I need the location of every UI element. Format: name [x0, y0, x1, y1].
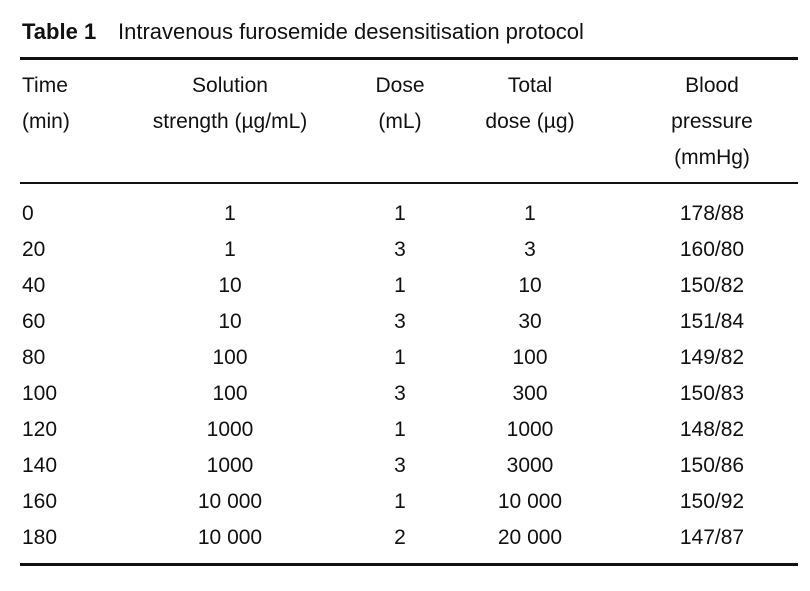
header-cell: Dose: [375, 74, 425, 97]
header-cell: Time: [22, 74, 68, 97]
table-cell: 2: [394, 526, 406, 549]
table-cell: 3: [524, 238, 536, 261]
table-cell: 160: [22, 490, 58, 513]
table-label: Table 1: [22, 19, 97, 44]
table-cell: 20: [22, 238, 46, 261]
header-cell: Blood: [685, 74, 739, 97]
table-cell: 60: [22, 310, 46, 333]
header-cell: pressure: [671, 110, 753, 133]
top-rule: [20, 57, 798, 60]
header-cell: dose (µg): [485, 110, 575, 133]
table-cell: 150/86: [679, 454, 745, 477]
table-cell: 20 000: [497, 526, 563, 549]
table-cell: 1: [394, 490, 406, 513]
table-cell: 10 000: [497, 490, 563, 513]
table-cell: 10: [518, 274, 542, 297]
table-cell: 1: [394, 346, 406, 369]
header-cell: (min): [22, 110, 70, 133]
table-cell: 148/82: [679, 418, 745, 441]
table-cell: 10: [218, 310, 242, 333]
table-cell: 100: [22, 382, 58, 405]
table-cell: 150/83: [679, 382, 745, 405]
table-cell: 147/87: [679, 526, 745, 549]
table-cell: 10: [218, 274, 242, 297]
table-cell: 3000: [506, 454, 554, 477]
table-cell: 40: [22, 274, 46, 297]
table-cell: 3: [394, 382, 406, 405]
table-cell: 150/92: [679, 490, 745, 513]
table-cell: 1: [224, 238, 236, 261]
table-cell: 0: [22, 202, 34, 225]
header-rule: [20, 182, 798, 184]
table-cell: 3: [394, 310, 406, 333]
table-cell: 1000: [206, 454, 254, 477]
table-cell: 140: [22, 454, 58, 477]
table-cell: 178/88: [679, 202, 745, 225]
table-cell: 80: [22, 346, 46, 369]
bottom-rule: [20, 563, 798, 566]
table-cell: 151/84: [679, 310, 745, 333]
table-cell: 1: [394, 202, 406, 225]
header-cell: (mmHg): [674, 146, 750, 169]
table-cell: 150/82: [679, 274, 745, 297]
table-cell: 180: [22, 526, 58, 549]
table-cell: 1000: [206, 418, 254, 441]
table-cell: 1: [394, 418, 406, 441]
table-cell: 100: [212, 382, 248, 405]
table-title: Intravenous furosemide desensitisation p…: [118, 19, 584, 44]
table-cell: 3: [394, 238, 406, 261]
table-cell: 1000: [506, 418, 554, 441]
header-cell: Total: [507, 74, 553, 97]
table-cell: 1: [524, 202, 536, 225]
header-cell: strength (µg/mL): [152, 110, 308, 133]
table-cell: 100: [512, 346, 548, 369]
table-cell: 3: [394, 454, 406, 477]
header-cell: Solution: [192, 74, 268, 97]
table-cell: 10 000: [197, 490, 263, 513]
table-cell: 120: [22, 418, 58, 441]
table-cell: 30: [518, 310, 542, 333]
table-cell: 149/82: [679, 346, 745, 369]
table-cell: 160/80: [679, 238, 745, 261]
table-cell: 1: [394, 274, 406, 297]
table-cell: 10 000: [197, 526, 263, 549]
header-cell: (mL): [378, 110, 422, 133]
table-cell: 1: [224, 202, 236, 225]
table-cell: 300: [512, 382, 548, 405]
table-cell: 100: [212, 346, 248, 369]
